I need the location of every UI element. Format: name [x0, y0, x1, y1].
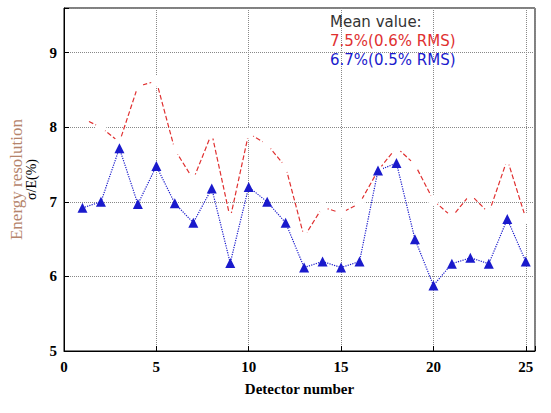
svg-text:5: 5 — [50, 343, 58, 359]
svg-text:Detector number: Detector number — [245, 381, 355, 397]
svg-text:Energy resolution: Energy resolution — [7, 118, 26, 240]
svg-text:6: 6 — [50, 268, 58, 284]
svg-text:Mean value:: Mean value: — [330, 13, 422, 31]
svg-text:15: 15 — [334, 359, 349, 375]
svg-text:7: 7 — [50, 194, 58, 210]
svg-text:20: 20 — [426, 359, 441, 375]
svg-text:10: 10 — [241, 359, 256, 375]
svg-text:8: 8 — [50, 119, 58, 135]
svg-text:5: 5 — [153, 359, 161, 375]
svg-text:0: 0 — [60, 359, 68, 375]
svg-text:9: 9 — [50, 45, 58, 61]
svg-text:25: 25 — [518, 359, 533, 375]
svg-text:σ/E(%): σ/E(%) — [24, 159, 40, 200]
svg-text:7.5%(0.6% RMS): 7.5%(0.6% RMS) — [330, 32, 456, 50]
svg-text:6.7%(0.5% RMS): 6.7%(0.5% RMS) — [330, 51, 456, 69]
